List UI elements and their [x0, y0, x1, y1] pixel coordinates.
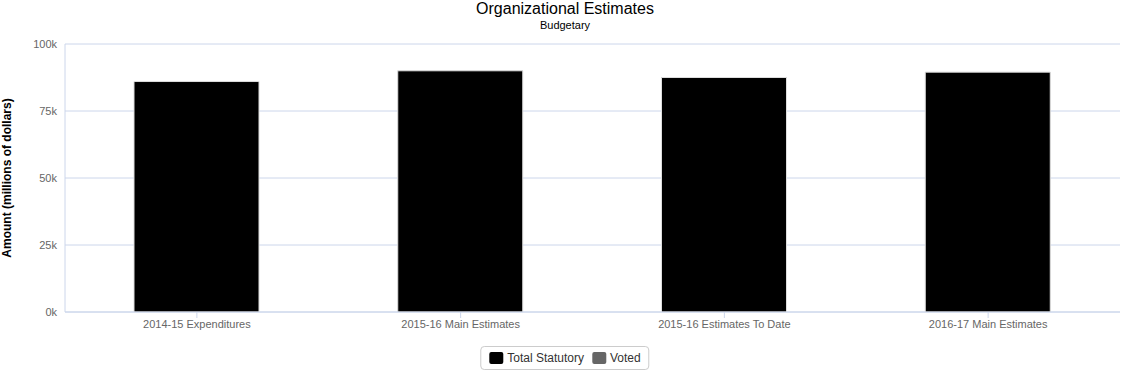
svg-text:75k: 75k [39, 105, 57, 117]
html-text:Organizational Estimates: Organizational Estimates [476, 0, 654, 17]
svg-text:25k: 25k [39, 239, 57, 251]
html-text:Voted: Voted [610, 351, 641, 365]
svg-text:100k: 100k [33, 38, 57, 50]
svg-text:50k: 50k [39, 172, 57, 184]
html-text:Budgetary: Budgetary [539, 19, 591, 31]
svg-text:Amount (millions of dollars): Amount (millions of dollars) [8, 98, 14, 257]
svg-text:2014-15 Expenditures: 2014-15 Expenditures [143, 318, 251, 330]
svg-text:0k: 0k [45, 306, 57, 318]
svg-text:2015-16 Estimates To Date: 2015-16 Estimates To Date [658, 318, 790, 330]
svg-text:2015-16 Main Estimates: 2015-16 Main Estimates [401, 318, 520, 330]
svg-text:2016-17 Main Estimates: 2016-17 Main Estimates [929, 318, 1048, 330]
html-text:Total Statutory: Total Statutory [507, 351, 584, 365]
